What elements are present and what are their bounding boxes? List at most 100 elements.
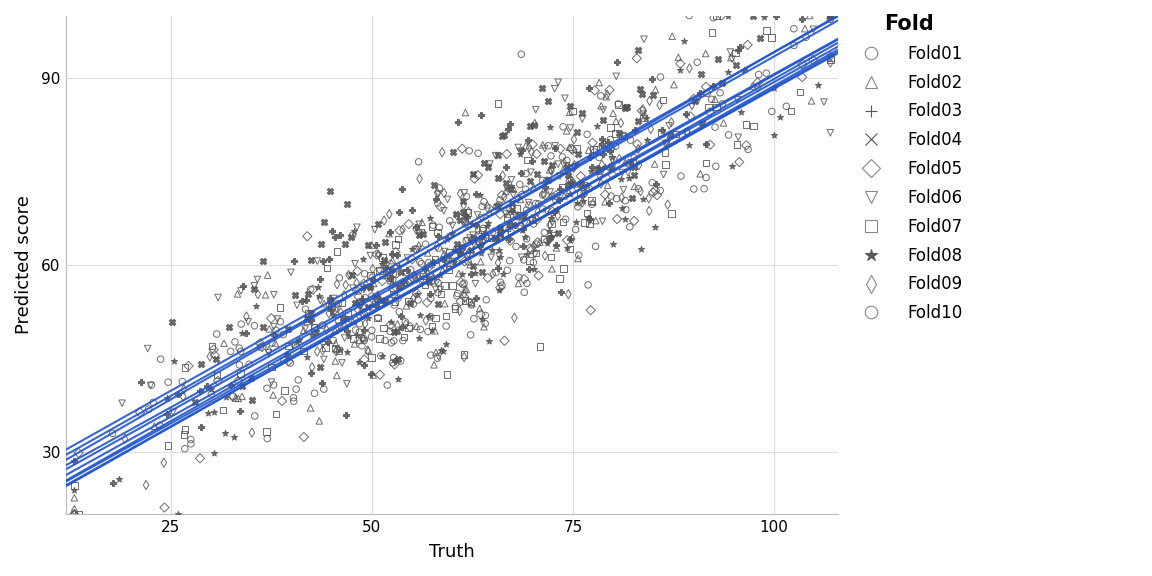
Point	[497, 210, 515, 219]
Point	[821, 128, 840, 138]
Point	[445, 257, 463, 266]
Point	[612, 119, 630, 128]
Point	[793, 14, 811, 24]
Point	[409, 157, 427, 166]
Point	[433, 266, 452, 275]
Point	[462, 245, 480, 255]
Point	[377, 296, 395, 305]
Point	[598, 181, 616, 190]
Legend: Fold01, Fold02, Fold03, Fold04, Fold05, Fold06, Fold07, Fold08, Fold09, Fold10: Fold01, Fold02, Fold03, Fold04, Fold05, …	[855, 14, 963, 322]
Point	[636, 111, 654, 120]
Point	[396, 278, 415, 287]
Point	[403, 205, 422, 214]
Point	[502, 182, 521, 191]
Point	[158, 409, 176, 418]
Point	[464, 230, 483, 240]
Point	[608, 214, 627, 223]
Point	[502, 175, 521, 184]
Point	[354, 255, 372, 264]
Point	[515, 274, 533, 283]
Point	[599, 198, 617, 207]
Point	[460, 146, 478, 156]
Point	[553, 183, 571, 192]
Point	[232, 347, 250, 356]
Point	[407, 244, 425, 253]
Point	[397, 301, 416, 310]
Point	[706, 162, 725, 171]
Point	[403, 273, 422, 282]
Point	[329, 322, 348, 331]
Point	[313, 378, 332, 388]
Point	[354, 309, 372, 318]
Point	[260, 346, 279, 355]
Point	[433, 260, 452, 269]
Point	[479, 336, 498, 346]
Point	[464, 262, 483, 271]
Point	[467, 269, 485, 278]
Point	[406, 270, 424, 279]
Point	[457, 236, 476, 245]
Point	[142, 381, 160, 390]
Point	[340, 270, 358, 279]
Point	[365, 225, 384, 234]
Point	[391, 226, 409, 235]
Point	[384, 275, 402, 284]
Point	[702, 140, 720, 149]
Point	[244, 284, 263, 293]
Point	[296, 305, 314, 314]
Point	[531, 237, 550, 247]
Point	[505, 190, 523, 199]
Point	[429, 232, 447, 241]
Point	[606, 142, 624, 151]
Point	[426, 285, 445, 294]
Point	[214, 339, 233, 348]
Point	[613, 193, 631, 202]
Point	[397, 268, 416, 277]
Point	[558, 156, 576, 165]
Point	[548, 211, 567, 221]
Point	[358, 346, 377, 355]
Point	[385, 356, 403, 365]
Point	[624, 157, 643, 166]
Point	[514, 242, 532, 251]
Point	[371, 334, 389, 343]
Point	[363, 332, 381, 342]
Point	[437, 321, 455, 331]
Point	[199, 409, 218, 418]
Point	[662, 118, 681, 127]
Point	[417, 273, 435, 282]
Point	[621, 135, 639, 145]
Point	[382, 338, 401, 347]
Point	[581, 83, 599, 92]
Point	[429, 278, 447, 287]
Point	[629, 46, 647, 55]
Point	[569, 251, 588, 260]
Point	[433, 347, 452, 356]
Point	[253, 322, 272, 331]
Point	[583, 200, 601, 209]
Point	[419, 277, 438, 286]
Point	[297, 313, 316, 323]
Point	[387, 283, 406, 293]
Point	[430, 183, 448, 192]
Point	[480, 160, 499, 169]
Point	[331, 345, 349, 354]
Point	[455, 289, 473, 298]
Point	[389, 207, 408, 217]
Point	[607, 71, 626, 81]
Point	[463, 234, 482, 243]
Point	[403, 245, 422, 254]
Point	[233, 392, 251, 401]
Point	[385, 353, 403, 362]
Point	[326, 339, 344, 348]
Point	[247, 302, 265, 311]
Point	[281, 358, 300, 367]
Point	[503, 199, 522, 208]
Point	[402, 276, 420, 285]
Point	[221, 381, 240, 390]
Point	[475, 197, 493, 206]
Point	[285, 397, 303, 406]
Point	[601, 123, 620, 132]
Point	[497, 178, 515, 187]
Point	[385, 270, 403, 279]
